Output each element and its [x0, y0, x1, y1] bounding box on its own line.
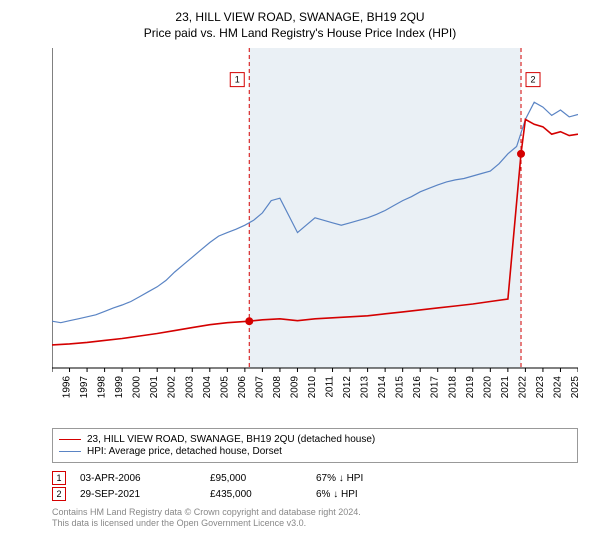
svg-text:2014: 2014: [377, 376, 388, 399]
svg-text:2022: 2022: [517, 376, 528, 399]
legend-item-hpi: HPI: Average price, detached house, Dors…: [59, 446, 571, 457]
svg-text:2021: 2021: [500, 376, 511, 399]
svg-text:2012: 2012: [342, 376, 353, 399]
svg-text:2007: 2007: [254, 376, 265, 399]
svg-text:2023: 2023: [535, 376, 546, 399]
svg-text:2003: 2003: [184, 376, 195, 399]
svg-text:2009: 2009: [289, 376, 300, 399]
attribution-line2: This data is licensed under the Open Gov…: [52, 518, 578, 529]
svg-text:2005: 2005: [219, 376, 230, 399]
svg-text:2018: 2018: [447, 376, 458, 399]
svg-text:1997: 1997: [79, 376, 90, 399]
svg-text:2016: 2016: [412, 376, 423, 399]
chart-title-address: 23, HILL VIEW ROAD, SWANAGE, BH19 2QU: [12, 10, 588, 24]
svg-text:1999: 1999: [114, 376, 125, 399]
marker-badge-1: 1: [52, 471, 66, 485]
legend-label-hpi: HPI: Average price, detached house, Dors…: [87, 446, 282, 457]
marker-price-1: £95,000: [210, 473, 316, 484]
marker-row-1: 1 03-APR-2006 £95,000 67% ↓ HPI: [52, 471, 578, 485]
svg-text:2013: 2013: [360, 376, 371, 399]
svg-text:2006: 2006: [237, 376, 248, 399]
svg-text:2017: 2017: [430, 376, 441, 399]
marker-pct-1: 67% ↓ HPI: [316, 473, 416, 484]
marker-date-2: 29-SEP-2021: [80, 489, 210, 500]
svg-text:1: 1: [235, 75, 240, 85]
marker-pct-2: 6% ↓ HPI: [316, 489, 416, 500]
legend-swatch-hpi: [59, 451, 81, 452]
line-chart-svg: £0£50K£100K£150K£200K£250K£300K£350K£400…: [52, 48, 578, 418]
legend: 23, HILL VIEW ROAD, SWANAGE, BH19 2QU (d…: [52, 428, 578, 463]
svg-text:2015: 2015: [395, 376, 406, 399]
marker-row-2: 2 29-SEP-2021 £435,000 6% ↓ HPI: [52, 487, 578, 501]
svg-text:2025: 2025: [570, 376, 578, 399]
plot-area: £0£50K£100K£150K£200K£250K£300K£350K£400…: [52, 48, 578, 418]
svg-text:2010: 2010: [307, 376, 318, 399]
svg-text:1996: 1996: [62, 376, 73, 399]
svg-text:2002: 2002: [167, 376, 178, 399]
chart-title-subtitle: Price paid vs. HM Land Registry's House …: [12, 26, 588, 40]
svg-text:2008: 2008: [272, 376, 283, 399]
svg-text:2019: 2019: [465, 376, 476, 399]
svg-text:1995: 1995: [52, 376, 55, 399]
svg-text:2011: 2011: [325, 376, 336, 398]
svg-text:2000: 2000: [132, 376, 143, 399]
svg-text:2001: 2001: [149, 376, 160, 399]
marker-badge-2: 2: [52, 487, 66, 501]
attribution-line1: Contains HM Land Registry data © Crown c…: [52, 507, 578, 518]
svg-text:2020: 2020: [482, 376, 493, 399]
svg-text:2: 2: [531, 75, 536, 85]
legend-label-price-paid: 23, HILL VIEW ROAD, SWANAGE, BH19 2QU (d…: [87, 434, 375, 445]
chart-container: 23, HILL VIEW ROAD, SWANAGE, BH19 2QU Pr…: [0, 0, 600, 538]
marker-date-1: 03-APR-2006: [80, 473, 210, 484]
attribution: Contains HM Land Registry data © Crown c…: [52, 507, 578, 530]
marker-price-2: £435,000: [210, 489, 316, 500]
legend-swatch-price-paid: [59, 439, 81, 441]
svg-text:2004: 2004: [202, 376, 213, 399]
legend-item-price-paid: 23, HILL VIEW ROAD, SWANAGE, BH19 2QU (d…: [59, 434, 571, 445]
svg-text:2024: 2024: [552, 376, 563, 399]
marker-table: 1 03-APR-2006 £95,000 67% ↓ HPI 2 29-SEP…: [52, 471, 578, 501]
svg-text:1998: 1998: [97, 376, 108, 399]
